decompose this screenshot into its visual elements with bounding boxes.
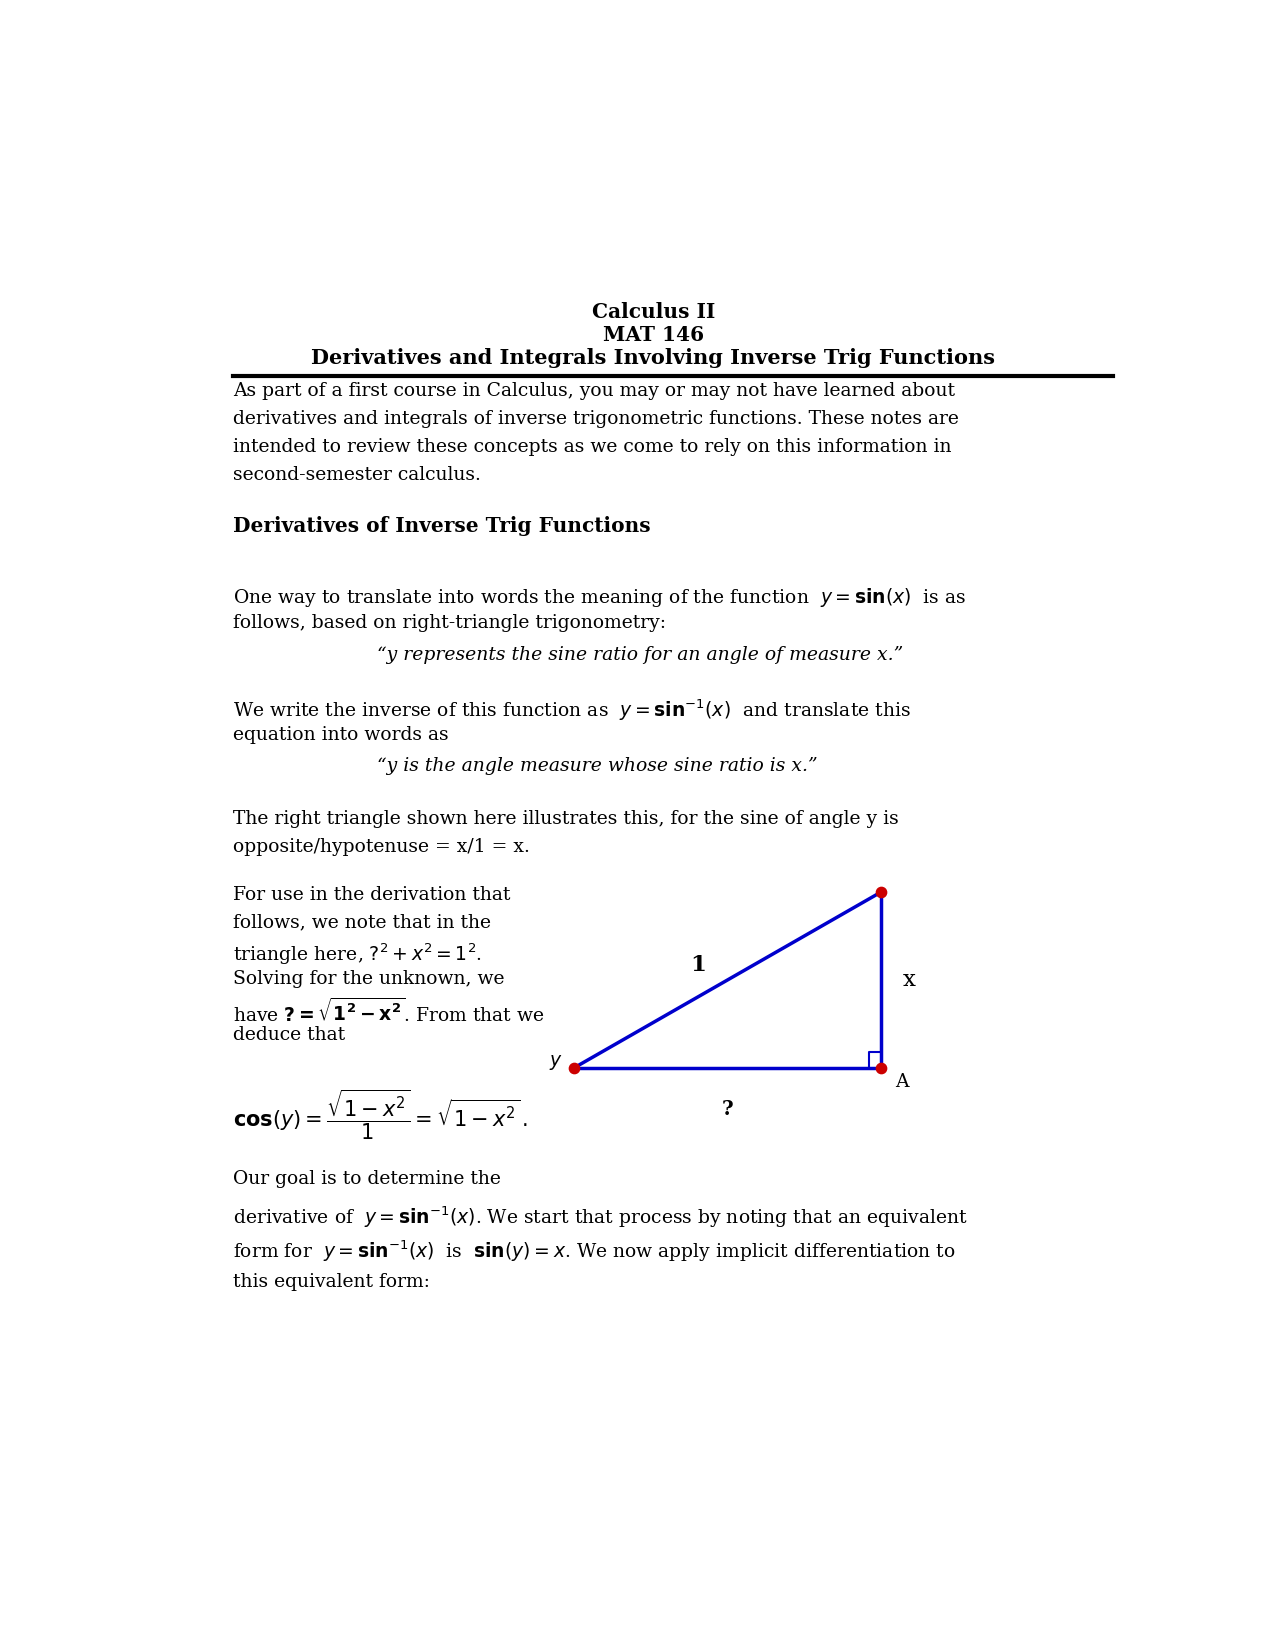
Text: equation into words as: equation into words as: [233, 726, 449, 743]
Text: Calculus II: Calculus II: [592, 302, 715, 322]
Text: As part of a first course in Calculus, you may or may not have learned about: As part of a first course in Calculus, y…: [233, 383, 955, 401]
Text: x: x: [903, 969, 915, 991]
Text: We write the inverse of this function as  $y = \mathbf{sin}^{-1}(x)$  and transl: We write the inverse of this function as…: [233, 698, 912, 723]
Text: this equivalent form:: this equivalent form:: [233, 1273, 431, 1291]
Text: For use in the derivation that: For use in the derivation that: [233, 887, 511, 903]
Text: ?: ?: [722, 1100, 733, 1119]
Text: A: A: [895, 1073, 909, 1091]
Text: One way to translate into words the meaning of the function  $y = \mathbf{sin}(x: One way to translate into words the mean…: [233, 586, 966, 609]
Text: follows, based on right-triangle trigonometry:: follows, based on right-triangle trigono…: [233, 614, 667, 632]
Text: Solving for the unknown, we: Solving for the unknown, we: [233, 969, 505, 987]
Text: “y represents the sine ratio for an angle of measure x.”: “y represents the sine ratio for an angl…: [377, 646, 903, 664]
Text: $\mathbf{cos}(y) = \dfrac{\sqrt{1-x^2}}{1} = \sqrt{1-x^2}\,.$: $\mathbf{cos}(y) = \dfrac{\sqrt{1-x^2}}{…: [233, 1088, 528, 1142]
Text: The right triangle shown here illustrates this, for the sine of angle y is: The right triangle shown here illustrate…: [233, 809, 899, 827]
Text: Our goal is to determine the: Our goal is to determine the: [233, 1171, 501, 1187]
Text: triangle here, $?^2 + x^2 = 1^2$.: triangle here, $?^2 + x^2 = 1^2$.: [233, 941, 482, 967]
Point: [564, 1055, 584, 1081]
Text: second-semester calculus.: second-semester calculus.: [233, 466, 482, 484]
Point: [871, 878, 891, 905]
Text: $y$: $y$: [548, 1053, 562, 1071]
Text: have $\mathbf{? = \sqrt{1^2 - x^2}}$. From that we: have $\mathbf{? = \sqrt{1^2 - x^2}}$. Fr…: [233, 997, 544, 1025]
Text: Derivatives and Integrals Involving Inverse Trig Functions: Derivatives and Integrals Involving Inve…: [311, 348, 996, 368]
Text: 1: 1: [690, 954, 706, 976]
Text: deduce that: deduce that: [233, 1025, 346, 1043]
Text: “y is the angle measure whose sine ratio is x.”: “y is the angle measure whose sine ratio…: [377, 758, 817, 776]
Text: opposite/hypotenuse = x/1 = x.: opposite/hypotenuse = x/1 = x.: [233, 837, 530, 855]
Text: intended to review these concepts as we come to rely on this information in: intended to review these concepts as we …: [233, 439, 952, 456]
Text: derivatives and integrals of inverse trigonometric functions. These notes are: derivatives and integrals of inverse tri…: [233, 411, 959, 428]
Text: follows, we note that in the: follows, we note that in the: [233, 915, 491, 931]
Text: Derivatives of Inverse Trig Functions: Derivatives of Inverse Trig Functions: [233, 517, 652, 537]
Text: form for  $y = \mathbf{sin}^{-1}(x)$  is  $\mathbf{sin}(y) = x$. We now apply im: form for $y = \mathbf{sin}^{-1}(x)$ is $…: [233, 1238, 956, 1265]
Text: derivative of  $y = \mathbf{sin}^{-1}(x)$. We start that process by noting that : derivative of $y = \mathbf{sin}^{-1}(x)$…: [233, 1204, 969, 1230]
Text: MAT 146: MAT 146: [603, 325, 704, 345]
Point: [871, 1055, 891, 1081]
